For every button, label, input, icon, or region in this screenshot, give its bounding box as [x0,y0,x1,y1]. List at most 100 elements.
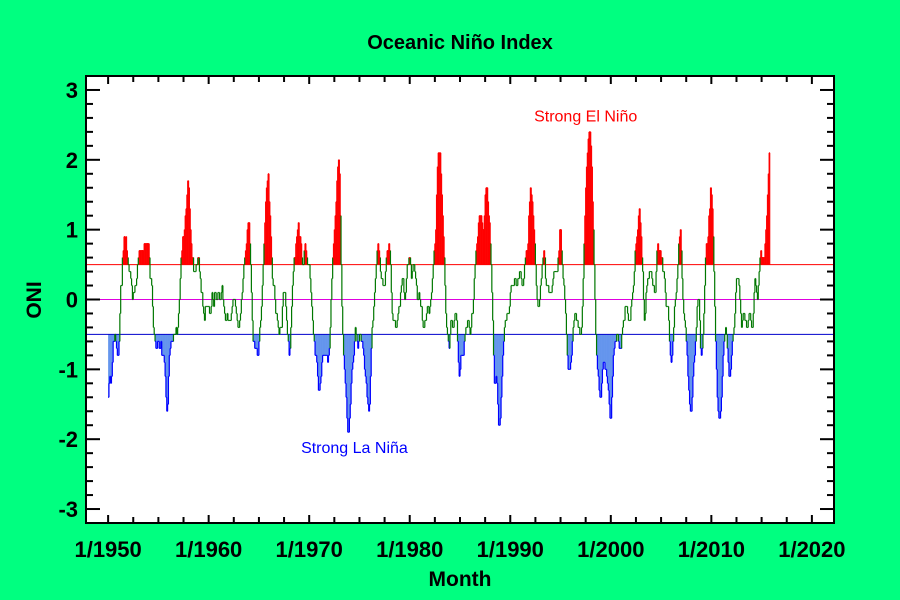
la-nina-fill [167,334,169,405]
el-nino-fill [640,222,642,265]
el-nino-fill [766,215,768,265]
x-tick-label: 1/1960 [175,537,242,562]
la-nina-fill [601,334,603,384]
el-nino-fill [635,243,638,265]
la-nina-fill [369,334,371,405]
la-nina-fill [348,334,350,433]
el-nino-fill [707,236,710,265]
el-nino-fill [587,152,589,265]
la-nina-fill [568,334,570,370]
la-nina-fill [498,334,500,426]
la-nina-fill [328,334,330,356]
la-nina-fill [162,334,164,356]
el-nino-fill [768,173,770,265]
la-nina-fill [600,334,602,398]
la-nina-fill [603,334,605,363]
la-nina-fill [364,334,366,370]
el-nino-fill [266,187,268,265]
el-nino-fill [191,257,194,265]
la-nina-fill [729,334,731,377]
la-nina-fill [166,334,168,412]
la-nina-fill [495,334,497,384]
la-nina-fill [319,334,321,391]
la-nina-fill [599,334,602,398]
el-nino-fill [527,250,529,265]
la-nina-fill [461,334,463,356]
la-nina-fill [609,334,612,419]
la-nina-fill [363,334,365,356]
la-nina-fill [613,334,615,356]
la-nina-fill [500,334,502,419]
la-nina-fill [164,334,166,363]
la-nina-fill [718,334,721,419]
x-tick-label: 1/2010 [678,537,745,562]
el-nino-fill [441,194,443,265]
el-nino-fill [765,229,767,265]
el-nino-fill [763,257,765,265]
el-nino-fill [659,250,661,265]
el-nino-fill [711,194,713,265]
la-nina-fill [109,334,111,377]
la-nina-fill [351,334,354,370]
oni-series [108,131,770,433]
el-nino-fill [592,201,594,265]
el-nino-fill [147,243,149,265]
la-nina-fill [719,334,721,419]
el-nino-fill [533,229,535,265]
la-nina-fill [693,334,695,363]
la-nina-fill [108,334,110,398]
el-nino-fill [185,215,187,265]
el-nino-fill [336,201,338,265]
el-nino-fill [247,229,249,265]
y-tick-label: 0 [66,288,78,313]
la-nina-fill [604,334,606,363]
la-nina-fill [255,334,257,349]
el-nino-fill [183,236,185,265]
y-tick-label: 3 [66,78,78,103]
la-nina-fill [609,334,611,405]
la-nina-fill [598,334,600,377]
la-nina-fill [108,334,111,384]
la-nina-fill [257,334,259,356]
el-nino-fill [588,138,590,265]
la-nina-fill [690,334,692,412]
la-nina-fill [347,334,349,433]
la-nina-fill [317,334,319,377]
la-nina-fill [352,334,354,363]
el-nino-fill [442,215,444,265]
la-nina-fill [728,334,731,377]
el-nino-fill [377,243,380,265]
el-nino-fill [435,229,437,265]
el-nino-fill [434,243,437,265]
el-nino-fill [141,250,143,265]
el-nino-fill [709,208,711,265]
la-nina-fill [160,334,163,342]
el-nino-fill [769,152,771,265]
el-nino-fill [529,201,531,265]
la-nina-fill [501,334,503,398]
el-nino-fill [387,250,390,265]
y-tick-label: -3 [58,497,78,522]
el-nino-fill [585,187,587,265]
el-nino-fill [298,222,300,265]
la-nina-fill [165,334,168,398]
el-nino-fill [488,215,490,265]
el-nino-fill [661,257,663,265]
el-nino-fill [531,194,533,265]
la-nina-fill [165,334,167,377]
la-nina-fill [323,334,325,356]
la-nina-fill [117,334,119,356]
la-nina-fill [365,334,367,377]
el-nino-fill [334,229,336,265]
y-tick-label: 1 [66,218,78,243]
el-nino-fill [532,201,534,265]
el-nino-fill [638,215,640,265]
el-nino-fill [248,222,250,265]
el-nino-fill [440,173,442,265]
el-nino-fill [483,229,485,265]
el-nino-fill [586,166,588,265]
la-nina-fill [688,334,690,391]
el-nino-fill [337,166,339,265]
el-nino-fill [336,180,338,265]
